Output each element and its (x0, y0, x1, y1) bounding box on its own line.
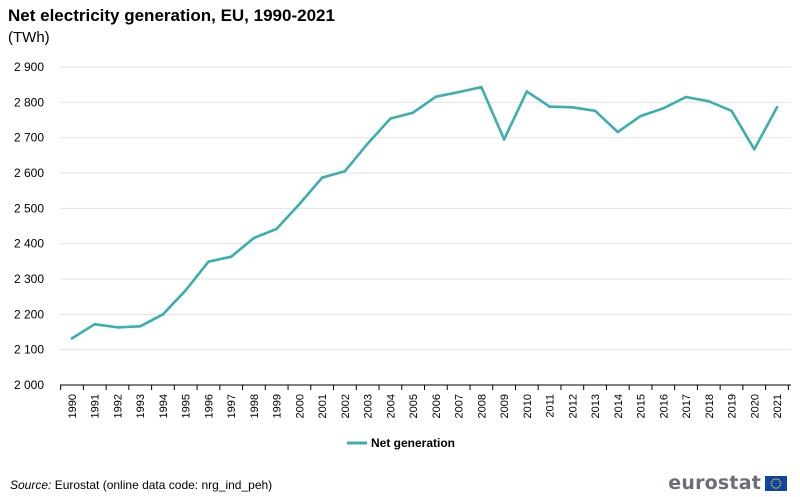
data-point (116, 326, 119, 329)
data-point (593, 109, 597, 113)
chart-unit: (TWh) (8, 29, 50, 46)
source-note: Source: Eurostat (online data code: nrg_… (10, 478, 272, 492)
data-point (548, 105, 551, 108)
eurostat-logo-text: eurostat (668, 472, 761, 494)
flag-star (775, 486, 777, 489)
x-tick-label: 1995 (181, 394, 193, 418)
y-tick-label: 2 100 (14, 343, 44, 357)
x-tick-label: 2005 (408, 394, 420, 418)
x-tick-label: 1998 (249, 394, 261, 418)
x-tick-label: 1992 (112, 394, 124, 418)
x-tick-label: 2000 (294, 394, 306, 418)
x-tick-label: 2003 (363, 394, 375, 418)
flag-star (779, 482, 782, 484)
data-point (639, 114, 642, 118)
data-point (252, 236, 256, 240)
y-tick-label: 2 400 (14, 237, 44, 251)
flag-star (771, 484, 773, 487)
x-tick-label: 1991 (90, 394, 102, 418)
data-point (707, 99, 711, 103)
x-tick-label: 1994 (158, 394, 170, 418)
data-point (730, 109, 733, 113)
x-tick-label: 1997 (226, 394, 238, 418)
x-tick-label: 2021 (772, 394, 784, 418)
y-tick-label: 2 000 (14, 378, 44, 392)
y-tick-label: 2 600 (14, 166, 44, 180)
data-point (229, 255, 233, 259)
data-point (207, 260, 210, 263)
data-point (525, 90, 529, 93)
x-tick-label: 1993 (135, 394, 147, 418)
flag-star (779, 479, 781, 482)
flag-star (772, 486, 775, 488)
x-tick-label: 2006 (431, 394, 443, 418)
line-chart: 2 000 2 100 2 200 2 300 2 400 2 500 2 600 2 700… (14, 60, 791, 450)
x-tick-label: 2010 (522, 394, 534, 418)
x-tick-label: 2015 (636, 394, 648, 418)
x-tick-label: 2020 (749, 394, 761, 418)
flag-star (777, 478, 780, 480)
x-tick-label: 2009 (499, 394, 511, 418)
data-point (275, 227, 278, 231)
flag-star (777, 486, 780, 488)
x-tick-label: 2016 (658, 394, 670, 418)
flag-star (772, 478, 775, 480)
series-line-net-generation (70, 85, 779, 340)
data-point (298, 202, 301, 206)
data-point (70, 337, 74, 340)
x-tick-label: 2011 (545, 394, 557, 418)
x-tick-label: 2008 (476, 394, 488, 418)
data-point (93, 322, 97, 326)
eurostat-logo: eurostat (668, 473, 787, 493)
x-tick-label: 1996 (203, 394, 215, 418)
eu-flag-icon (765, 475, 787, 491)
data-point (457, 90, 460, 94)
x-tick-label: 2002 (340, 394, 352, 418)
x-tick-label: 2017 (681, 394, 693, 418)
x-tick-label: 2019 (727, 394, 739, 418)
x-tick-label: 2014 (613, 394, 625, 418)
data-point (343, 169, 347, 173)
data-point (161, 313, 165, 316)
data-point (775, 105, 779, 109)
x-tick-label: 2001 (317, 394, 329, 418)
chart-title: Net electricity generation, EU, 1990-202… (8, 6, 335, 25)
data-point (684, 95, 688, 99)
data-point (502, 138, 506, 141)
data-point (480, 85, 483, 89)
data-point (661, 107, 665, 110)
data-point (138, 325, 142, 328)
data-point (752, 148, 756, 151)
data-point (616, 130, 620, 134)
source-text: Eurostat (online data code: nrg_ind_peh) (51, 478, 273, 492)
x-tick-label: 1999 (272, 394, 284, 418)
x-tick-label: 2013 (590, 394, 602, 418)
x-tick-label: 2004 (385, 394, 397, 418)
data-point (184, 289, 188, 292)
data-point (366, 142, 369, 145)
y-tick-label: 2 700 (14, 131, 44, 145)
y-tick-label: 2 500 (14, 201, 44, 215)
y-tick-label: 2 200 (14, 307, 44, 321)
data-point (389, 117, 392, 120)
legend-label: Net generation (371, 436, 455, 450)
y-tick-label: 2 900 (14, 60, 44, 74)
flag-star (779, 484, 781, 487)
flag-star (770, 482, 773, 484)
source-label: Source: (10, 478, 52, 492)
data-point (411, 111, 415, 114)
flag-star (771, 479, 773, 482)
flag-star (775, 477, 777, 480)
x-tick-label: 2012 (567, 394, 579, 418)
data-point (434, 95, 438, 98)
x-tick-label: 2018 (704, 394, 716, 418)
data-point (571, 105, 574, 109)
y-tick-label: 2 800 (14, 95, 44, 109)
x-tick-label: 1990 (67, 394, 79, 418)
data-point (320, 176, 324, 179)
y-tick-label: 2 300 (14, 272, 44, 286)
x-tick-label: 2007 (454, 394, 466, 418)
